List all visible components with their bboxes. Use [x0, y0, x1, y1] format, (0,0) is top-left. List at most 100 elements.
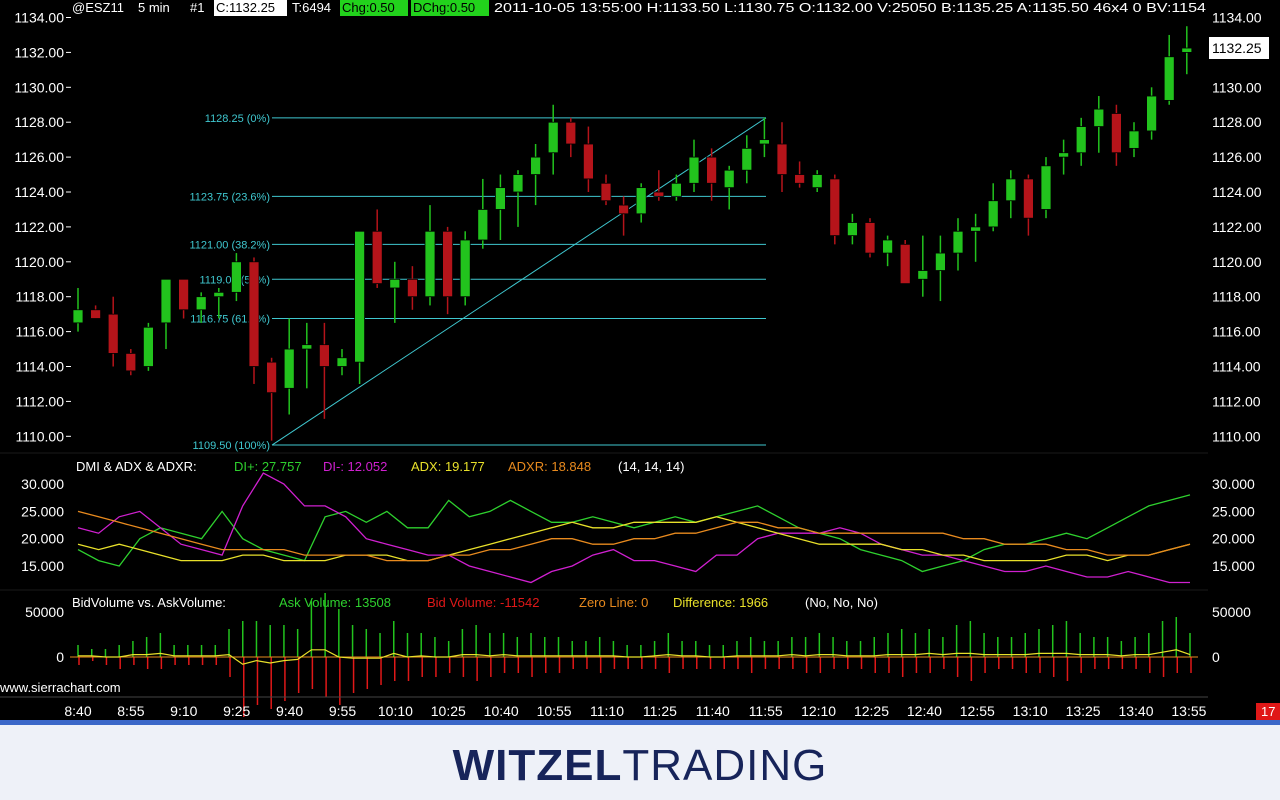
candle-body	[653, 191, 665, 197]
candle-body	[336, 357, 348, 367]
dmi-axis: 30.000 30.000 25.000 25.000 20.000 20.000 15.0…	[21, 476, 1255, 574]
candle-body	[230, 261, 242, 293]
candle-body	[354, 230, 366, 363]
candle-body	[1075, 126, 1087, 154]
candle-body	[1023, 178, 1034, 219]
candle-body	[688, 156, 700, 184]
volume-bars	[70, 593, 1198, 717]
candle-body	[635, 187, 647, 215]
dmi-title: DMI & ADX & ADXR:	[76, 459, 197, 474]
candle-body	[1181, 47, 1193, 53]
dmi-tick-right: 15.000	[1212, 558, 1255, 574]
time-label: 10:25	[431, 703, 466, 719]
price-tick-right: 1112.00	[1212, 393, 1261, 409]
dmi-params: (14, 14, 14)	[618, 459, 685, 474]
price-axis-left: 1134.00 1132.00 1130.00 1128.00 1126.00 1124.…	[14, 10, 71, 444]
candle-body	[512, 174, 524, 193]
price-tick-right: 1118.00	[1212, 289, 1261, 305]
time-axis[interactable]: 8:40 8:55 9:10 9:25 9:40 9:55 10:10 10:25 10:40 1…	[0, 696, 1208, 719]
time-label: 11:55	[749, 703, 783, 719]
price-tick-right: 1124.00	[1212, 184, 1262, 200]
time-label: 12:10	[801, 703, 836, 719]
candle-body	[671, 182, 682, 197]
price-tick-left: 1112.00	[15, 393, 64, 409]
price-tick-right: 1128.00	[1212, 114, 1262, 130]
volume-params: (No, No, No)	[805, 595, 878, 610]
time-label: 9:55	[329, 703, 356, 719]
time-label: 11:25	[643, 703, 677, 719]
time-label: 13:40	[1118, 703, 1153, 719]
price-tick-left: 1110.00	[15, 428, 64, 444]
corner-badge	[1256, 703, 1280, 720]
time-label: 11:40	[696, 703, 730, 719]
header-chart-no: #1	[190, 0, 204, 15]
candle-body	[1163, 56, 1175, 101]
candle-body	[776, 143, 788, 175]
header-bar-info: 2011-10-05 13:55:00 H:1133.50 L:1130.75 …	[494, 0, 1206, 15]
header-chg: Chg:0.50	[342, 0, 395, 15]
candle-body	[882, 239, 893, 254]
time-label: 12:55	[960, 703, 995, 719]
candle-body	[389, 278, 401, 289]
candle-body	[318, 344, 330, 367]
fib-level-label: 1109.50 (100%)	[193, 440, 270, 452]
candle-body	[178, 278, 190, 311]
candle-body	[583, 143, 594, 180]
dmi-tick-right: 20.000	[1212, 531, 1255, 547]
candle-body	[600, 182, 612, 202]
candle-body	[459, 239, 471, 298]
candle-body	[741, 147, 753, 171]
volume-ask: Ask Volume: 13508	[279, 595, 391, 610]
candle-body	[213, 291, 225, 298]
chart-canvas[interactable]: @ESZ11 5 min #1 C:1132.25 T:6494 Chg:0.5…	[0, 0, 1280, 720]
dmi-study-header: DMI & ADX & ADXR: DI+: 27.757 DI-: 12.05…	[76, 459, 685, 474]
candle-body	[371, 230, 383, 285]
price-tick-right: 1120.00	[1212, 254, 1262, 270]
chart-background	[0, 0, 1280, 720]
time-label: 10:40	[484, 703, 519, 719]
candle-body	[723, 169, 735, 189]
dmi-line-adxr	[77, 510, 1191, 562]
time-label: 9:25	[223, 703, 250, 719]
price-tick-left: 1114.00	[15, 359, 64, 375]
price-tick-right: 1114.00	[1212, 359, 1261, 375]
brand-logo-part2: TRADING	[622, 741, 828, 790]
candle-body	[970, 226, 981, 232]
corner-badge-text: 17	[1261, 704, 1275, 719]
fib-level-label: 1123.75 (23.6%)	[189, 191, 270, 203]
time-label: 8:40	[64, 703, 91, 719]
volume-study-header: BidVolume vs. AskVolume: Ask Volume: 135…	[72, 595, 878, 610]
time-label: 9:40	[276, 703, 303, 719]
brand-footer: WITZELTRADING	[0, 720, 1280, 800]
fib-level-label: 1128.25 (0%)	[205, 113, 270, 125]
price-tick-right: 1126.00	[1212, 149, 1262, 165]
price-tick-left: 1116.00	[15, 324, 64, 340]
candle-body	[442, 230, 454, 298]
price-tick-left: 1124.00	[14, 184, 64, 200]
candle-body	[706, 156, 717, 184]
price-tick-left: 1120.00	[14, 254, 64, 270]
time-label: 12:40	[907, 703, 942, 719]
candle-body	[1058, 152, 1069, 158]
time-label: 11:10	[590, 703, 624, 719]
price-tick-left: 1122.00	[14, 219, 64, 235]
volume-tick-left: 0	[56, 649, 64, 665]
brand-logo: WITZELTRADING	[0, 741, 1280, 791]
candle-body	[952, 230, 964, 254]
candle-body	[811, 174, 823, 189]
candle-body	[1128, 130, 1140, 149]
candle-body	[917, 270, 929, 280]
candle-body	[160, 278, 172, 324]
price-tick-left: 1118.00	[15, 289, 64, 305]
time-label: 13:25	[1066, 703, 1101, 719]
volume-zero: Zero Line: 0	[579, 595, 648, 610]
candle-body	[1111, 113, 1122, 154]
brand-logo-part1: WITZEL	[452, 741, 623, 790]
dmi-tick-left: 30.000	[21, 476, 64, 492]
header-info: @ESZ11 5 min #1 C:1132.25 T:6494 Chg:0.5…	[72, 0, 1206, 16]
candle-body	[618, 204, 629, 215]
fib-trend-line[interactable]	[271, 117, 767, 446]
candle-body	[759, 139, 770, 145]
candle-body	[864, 222, 876, 254]
